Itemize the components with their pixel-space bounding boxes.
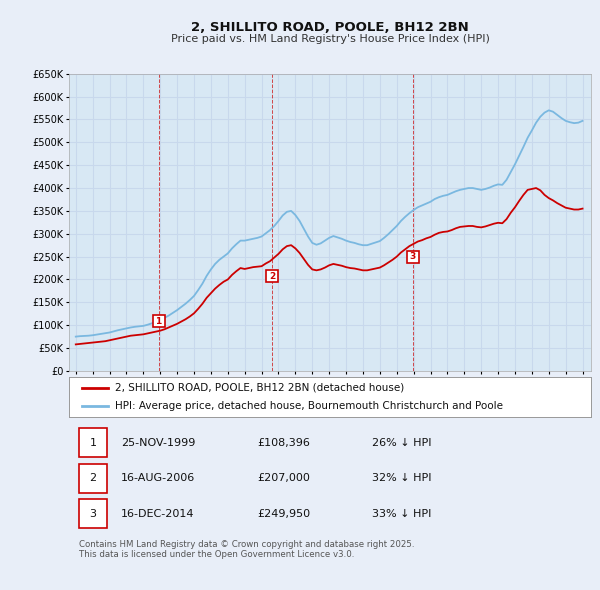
Text: 32% ↓ HPI: 32% ↓ HPI	[372, 473, 431, 483]
Text: Contains HM Land Registry data © Crown copyright and database right 2025.
This d: Contains HM Land Registry data © Crown c…	[79, 540, 415, 559]
Text: 16-AUG-2006: 16-AUG-2006	[121, 473, 196, 483]
FancyBboxPatch shape	[79, 464, 107, 493]
Text: 2: 2	[269, 272, 275, 281]
Text: 2: 2	[89, 473, 97, 483]
Text: £207,000: £207,000	[257, 473, 310, 483]
Text: 2, SHILLITO ROAD, POOLE, BH12 2BN: 2, SHILLITO ROAD, POOLE, BH12 2BN	[191, 21, 469, 34]
Text: HPI: Average price, detached house, Bournemouth Christchurch and Poole: HPI: Average price, detached house, Bour…	[115, 401, 503, 411]
Text: 3: 3	[89, 509, 97, 519]
Text: 33% ↓ HPI: 33% ↓ HPI	[372, 509, 431, 519]
Text: 16-DEC-2014: 16-DEC-2014	[121, 509, 194, 519]
Text: 2, SHILLITO ROAD, POOLE, BH12 2BN (detached house): 2, SHILLITO ROAD, POOLE, BH12 2BN (detac…	[115, 383, 404, 393]
Text: 1: 1	[89, 438, 97, 448]
Text: £108,396: £108,396	[257, 438, 310, 448]
FancyBboxPatch shape	[79, 428, 107, 457]
Text: 26% ↓ HPI: 26% ↓ HPI	[372, 438, 431, 448]
Text: 25-NOV-1999: 25-NOV-1999	[121, 438, 196, 448]
Text: Price paid vs. HM Land Registry's House Price Index (HPI): Price paid vs. HM Land Registry's House …	[170, 34, 490, 44]
FancyBboxPatch shape	[79, 499, 107, 528]
Text: 1: 1	[155, 317, 161, 326]
Text: 3: 3	[410, 252, 416, 261]
Text: £249,950: £249,950	[257, 509, 310, 519]
